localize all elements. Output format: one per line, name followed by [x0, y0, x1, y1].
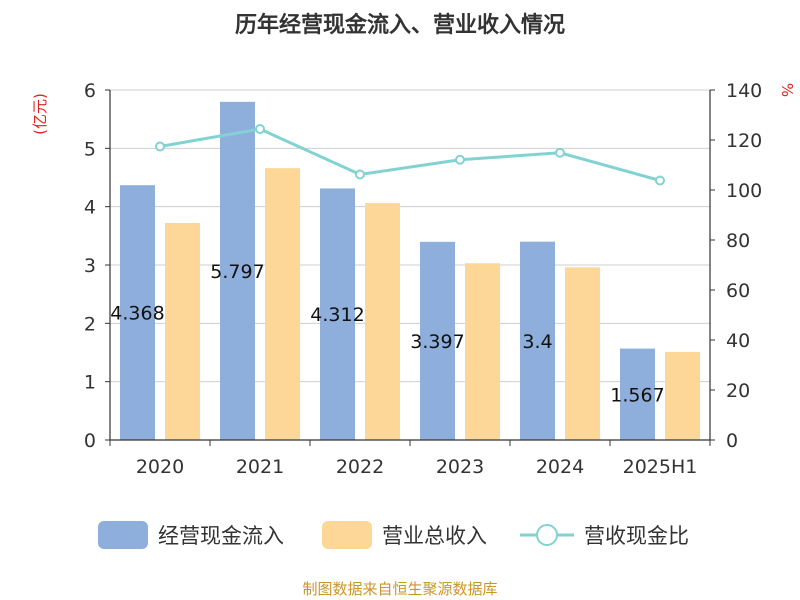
x-tick-label: 2022 [336, 456, 384, 478]
data-label-cash-inflow: 3.4 [522, 331, 552, 353]
chart-title: 历年经营现金流入、营业收入情况 [235, 12, 565, 38]
left-tick-label: 3 [84, 255, 96, 277]
data-label-cash-inflow: 4.368 [110, 303, 164, 325]
bar-total-revenue [565, 267, 600, 440]
bar-cash-inflow [620, 348, 655, 440]
x-tick-label: 2024 [536, 456, 584, 478]
ratio-point [555, 147, 565, 158]
gridlines [110, 89, 710, 383]
source-note: 制图数据来自恒生聚源数据库 [302, 580, 497, 598]
data-label-cash-inflow: 4.312 [310, 304, 364, 326]
bar-cash-inflow [320, 188, 355, 440]
x-tick-label: 2025H1 [623, 456, 698, 478]
ratio-point [355, 169, 365, 180]
left-tick-label: 5 [84, 138, 96, 160]
right-tick-label: 100 [726, 180, 762, 202]
ratio-line [155, 124, 665, 186]
bar-cash-inflow [520, 241, 555, 440]
left-tick-label: 6 [84, 80, 96, 102]
right-tick-label: 80 [726, 230, 750, 252]
bar-total-revenue [265, 168, 300, 440]
left-axis-unit: (亿元) [31, 93, 49, 135]
legend: 经营现金流入 营业总收入 营收现金比 [98, 521, 689, 549]
x-tick-label: 2023 [436, 456, 484, 478]
bar-total-revenue [165, 223, 200, 440]
bar-total-revenue [665, 351, 700, 440]
left-tick-label: 0 [84, 430, 96, 452]
legend-label-ratio: 营收现金比 [584, 524, 689, 548]
left-tick-label: 4 [84, 197, 96, 219]
ratio-point [655, 175, 665, 186]
legend-label-total-revenue: 营业总收入 [382, 524, 487, 548]
data-labels: 4.368 5.797 4.312 3.397 3.4 1.567 [110, 261, 664, 406]
bar-total-revenue [365, 203, 400, 440]
legend-label-cash-inflow: 经营现金流入 [158, 524, 284, 548]
right-tick-label: 40 [726, 330, 750, 352]
bars [120, 101, 700, 440]
legend-swatch-cash-inflow [98, 521, 148, 549]
bar-cash-inflow [220, 101, 255, 440]
right-tick-label: 20 [726, 380, 750, 402]
legend-swatch-total-revenue [322, 521, 372, 549]
right-tick-label: 60 [726, 280, 750, 302]
bar-cash-inflow [420, 241, 455, 440]
right-tick-label: 0 [726, 430, 738, 452]
left-tick-label: 2 [84, 313, 96, 335]
x-tick-label: 2021 [236, 456, 284, 478]
ratio-point [255, 124, 265, 134]
x-tick-label: 2020 [136, 456, 184, 478]
right-tick-label: 120 [726, 130, 762, 152]
data-label-cash-inflow: 3.397 [410, 331, 464, 353]
left-tick-label: 1 [84, 372, 96, 394]
ratio-point [155, 141, 165, 152]
bar-total-revenue [465, 263, 500, 440]
ratio-line-path [159, 127, 661, 182]
right-axis-unit: % [778, 83, 796, 97]
data-label-cash-inflow: 5.797 [210, 261, 264, 283]
bar-cash-inflow [120, 185, 155, 440]
data-label-cash-inflow: 1.567 [610, 384, 664, 406]
ratio-point [455, 154, 465, 165]
right-tick-label: 140 [726, 80, 762, 102]
legend-marker-ratio [536, 524, 558, 546]
